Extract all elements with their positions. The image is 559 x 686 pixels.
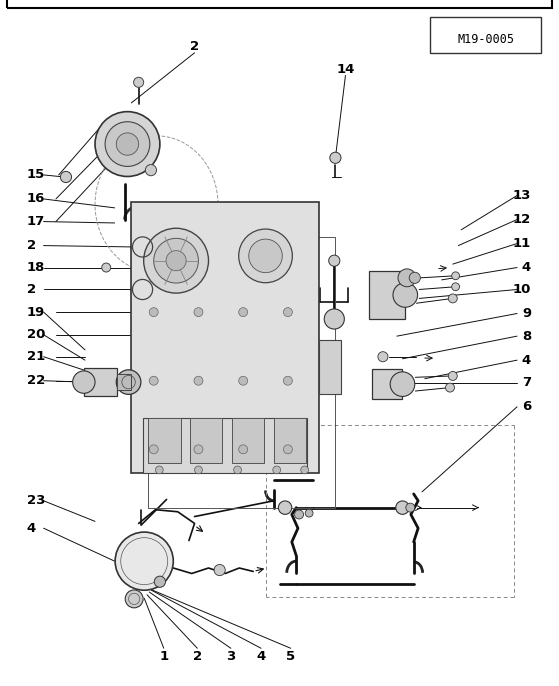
Circle shape: [273, 466, 281, 474]
Circle shape: [329, 255, 340, 266]
Circle shape: [409, 272, 420, 283]
Text: 5: 5: [286, 650, 295, 663]
Circle shape: [154, 576, 165, 587]
Circle shape: [452, 283, 459, 291]
Circle shape: [166, 250, 186, 271]
Circle shape: [295, 510, 304, 519]
Text: 15: 15: [27, 169, 45, 181]
Circle shape: [116, 133, 139, 155]
Circle shape: [125, 590, 143, 608]
Circle shape: [448, 371, 457, 381]
Text: 8: 8: [522, 330, 531, 342]
Circle shape: [145, 165, 157, 176]
Circle shape: [194, 445, 203, 454]
Text: 4: 4: [522, 354, 531, 366]
Circle shape: [301, 466, 309, 474]
Text: 2: 2: [193, 650, 202, 663]
Bar: [190, 418, 222, 463]
Text: 4: 4: [27, 522, 36, 534]
Bar: [148, 418, 181, 463]
Circle shape: [154, 238, 198, 283]
Circle shape: [278, 501, 292, 514]
Bar: [430, 17, 541, 53]
Text: 4: 4: [257, 650, 266, 663]
Text: 20: 20: [27, 329, 45, 341]
Circle shape: [149, 376, 158, 386]
Circle shape: [239, 229, 292, 283]
Circle shape: [283, 307, 292, 317]
Circle shape: [95, 112, 160, 176]
Text: 2: 2: [27, 239, 36, 252]
Circle shape: [214, 565, 225, 576]
Circle shape: [239, 307, 248, 317]
Text: 14: 14: [337, 64, 354, 76]
Bar: [84, 368, 117, 396]
Circle shape: [239, 376, 248, 386]
Bar: [232, 418, 264, 463]
Circle shape: [283, 445, 292, 454]
Circle shape: [149, 445, 158, 454]
Circle shape: [393, 283, 418, 307]
Circle shape: [324, 309, 344, 329]
Circle shape: [234, 466, 241, 474]
Polygon shape: [143, 418, 307, 473]
Text: 11: 11: [513, 237, 531, 250]
Circle shape: [249, 239, 282, 272]
Text: 3: 3: [226, 650, 235, 663]
Bar: [372, 369, 402, 399]
Circle shape: [195, 466, 202, 474]
Circle shape: [134, 78, 144, 87]
Text: 16: 16: [27, 193, 45, 205]
Circle shape: [398, 269, 416, 287]
Text: 2: 2: [190, 40, 199, 53]
Bar: [319, 340, 341, 394]
Circle shape: [406, 503, 415, 512]
Text: M19-0005: M19-0005: [457, 34, 514, 46]
Circle shape: [378, 352, 388, 362]
Circle shape: [115, 532, 173, 590]
Circle shape: [305, 509, 313, 517]
Bar: [131, 202, 319, 473]
Text: 22: 22: [27, 375, 45, 387]
Text: 19: 19: [27, 306, 45, 318]
Circle shape: [396, 501, 409, 514]
Circle shape: [194, 307, 203, 317]
Circle shape: [105, 121, 150, 167]
Text: 1: 1: [159, 650, 168, 663]
Text: 10: 10: [513, 283, 531, 296]
Text: 9: 9: [522, 307, 531, 320]
Text: 2: 2: [27, 283, 36, 296]
Text: 17: 17: [27, 215, 45, 228]
Text: 12: 12: [513, 213, 531, 226]
Circle shape: [144, 228, 209, 293]
Circle shape: [446, 383, 454, 392]
Circle shape: [390, 372, 415, 397]
Circle shape: [116, 370, 141, 394]
Text: 21: 21: [27, 351, 45, 363]
Text: 18: 18: [27, 261, 45, 274]
Bar: [369, 271, 405, 319]
Text: 23: 23: [27, 495, 45, 507]
Text: 7: 7: [522, 377, 531, 389]
Circle shape: [73, 371, 95, 393]
Text: 6: 6: [522, 401, 531, 413]
Circle shape: [448, 294, 457, 303]
Circle shape: [330, 152, 341, 163]
Bar: [117, 374, 131, 390]
Circle shape: [60, 172, 72, 182]
Circle shape: [155, 466, 163, 474]
Circle shape: [102, 263, 111, 272]
Text: 4: 4: [522, 261, 531, 274]
Bar: [274, 418, 306, 463]
Circle shape: [239, 445, 248, 454]
Circle shape: [283, 376, 292, 386]
Circle shape: [194, 376, 203, 386]
Text: 13: 13: [513, 189, 531, 202]
Circle shape: [149, 307, 158, 317]
Circle shape: [452, 272, 459, 280]
